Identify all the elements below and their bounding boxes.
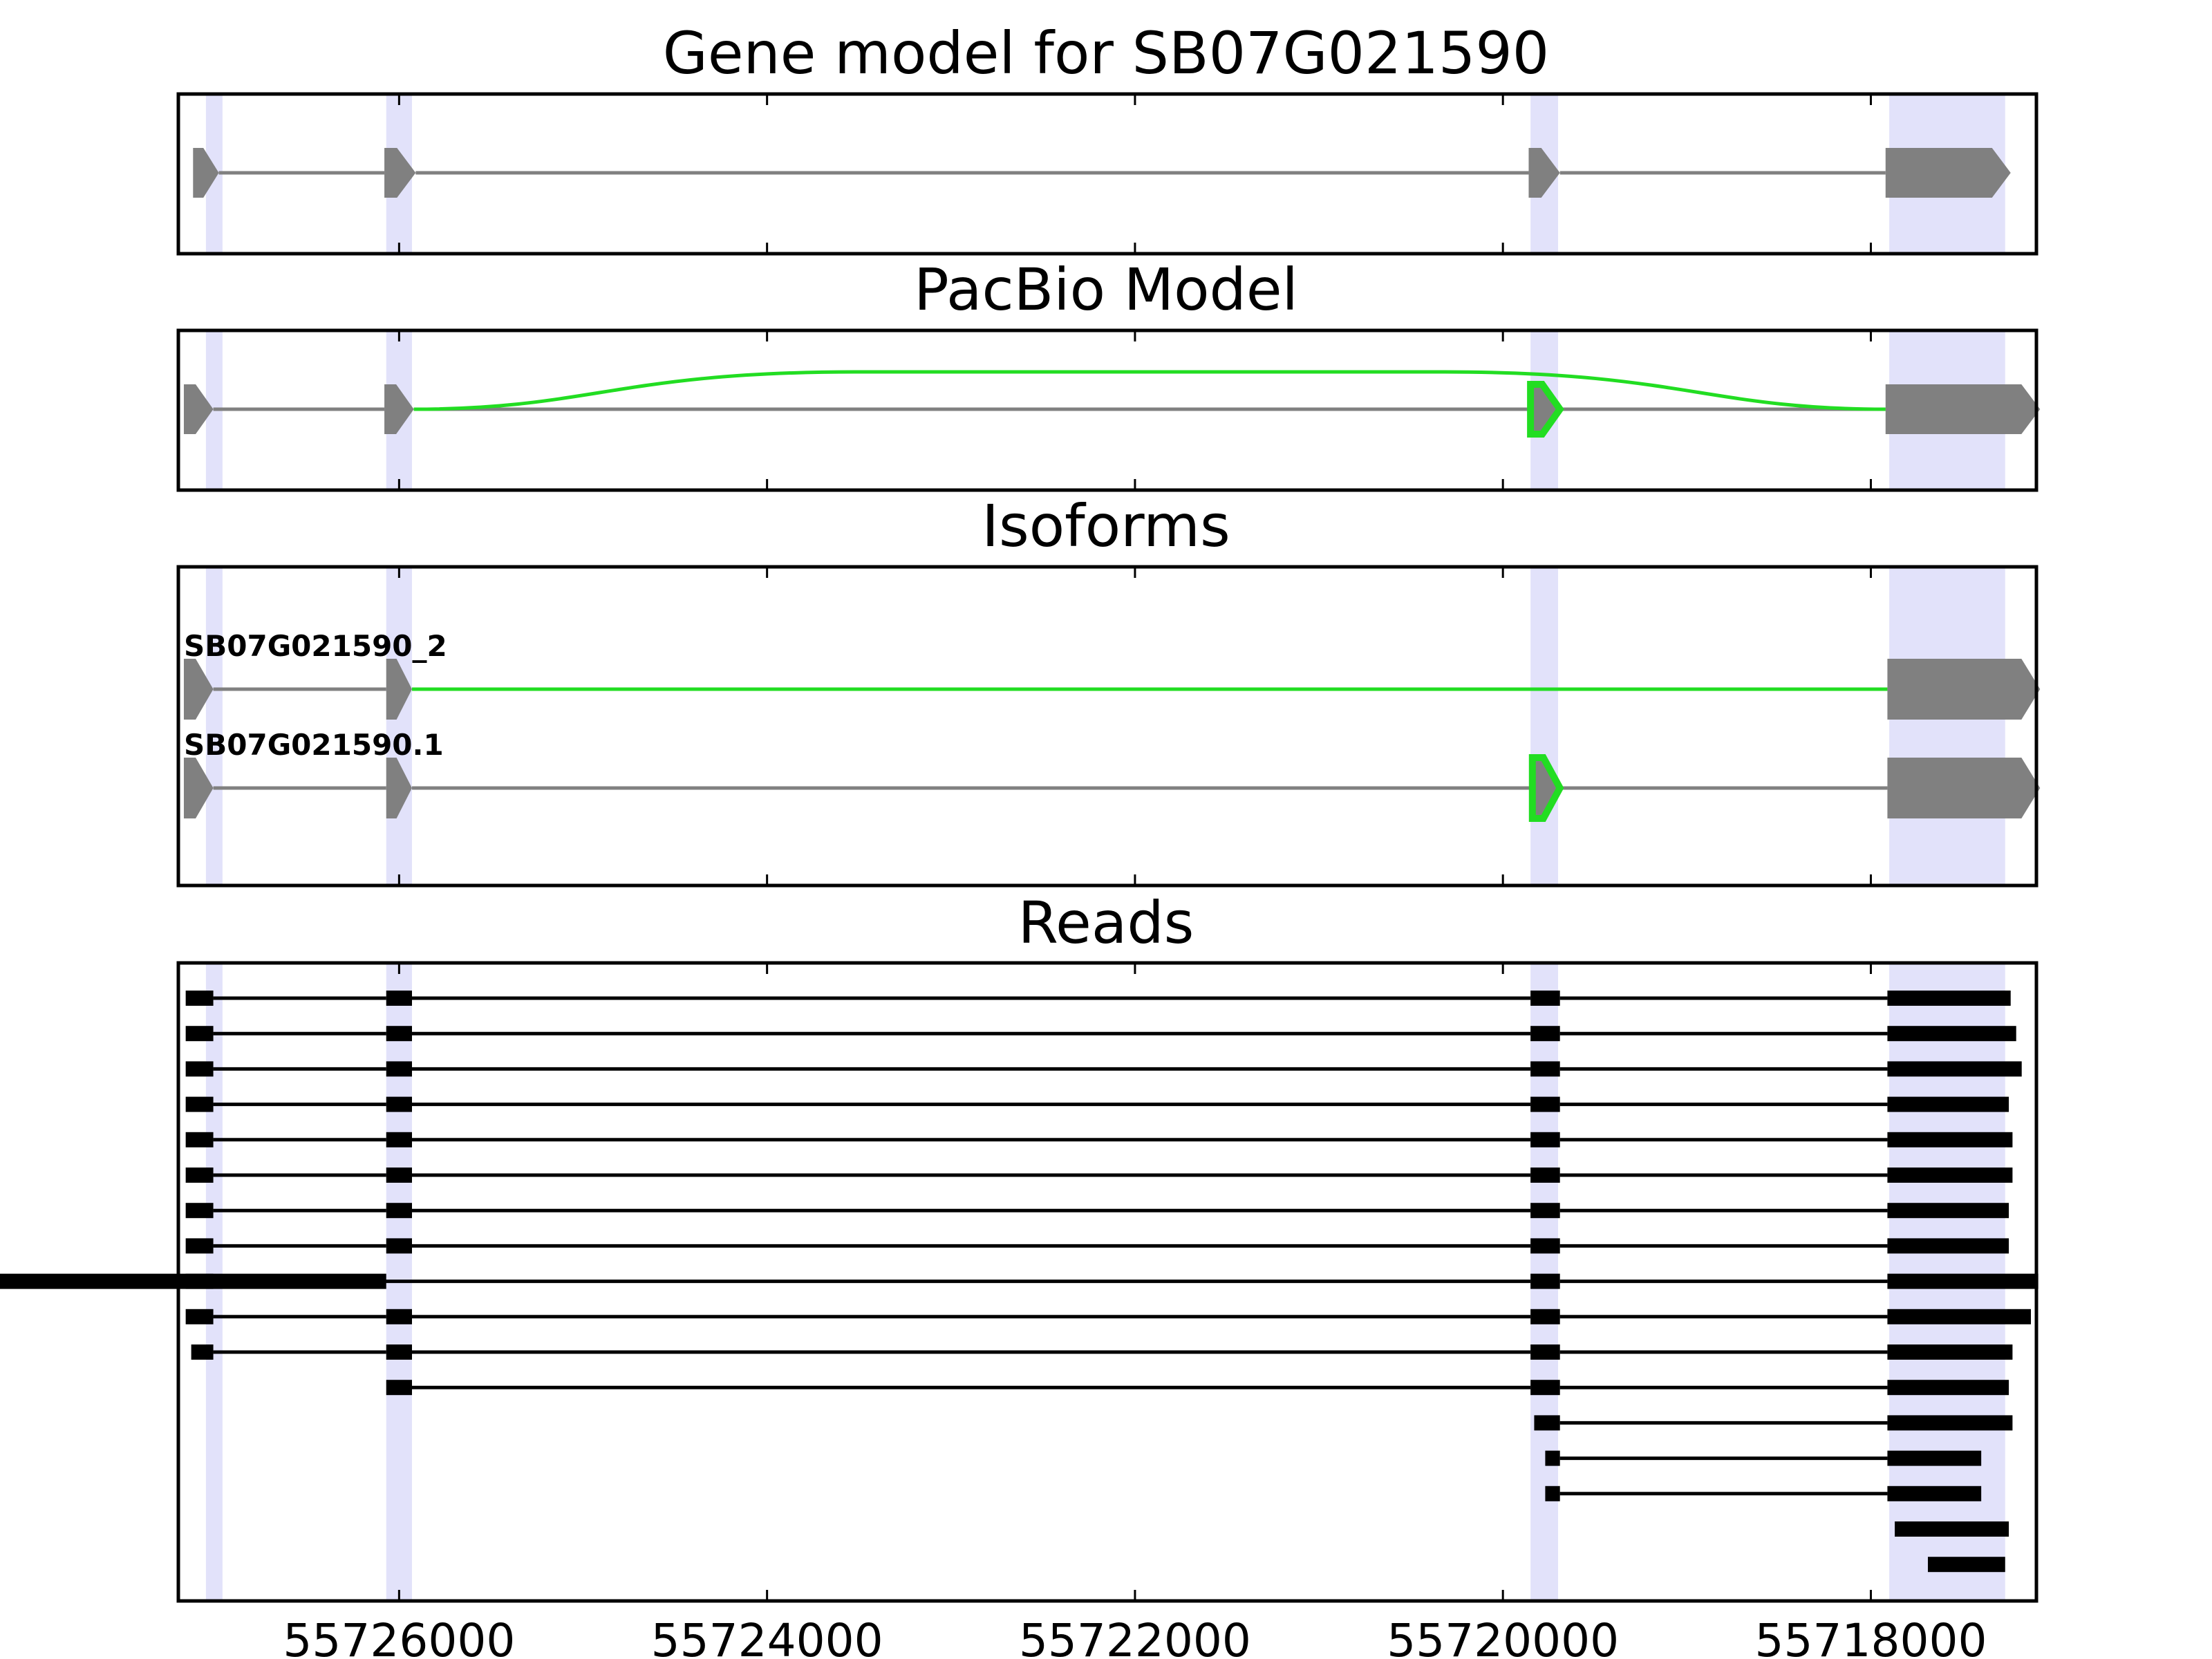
novel-junction-arc (413, 370, 1886, 411)
isoforms-panel-title: Isoforms (982, 492, 1230, 560)
exon-mark (386, 758, 412, 818)
read-block (185, 1026, 214, 1042)
read-block (386, 1309, 412, 1324)
exon-highlight-band (205, 567, 223, 885)
read-block (185, 1238, 214, 1254)
read-block (1545, 1485, 1560, 1501)
read-block (1887, 1238, 2009, 1254)
panel-frame (176, 328, 2038, 492)
exon-mark (384, 384, 414, 434)
read-block (386, 991, 412, 1006)
read-block (1530, 1273, 1560, 1289)
labels-layer: SB07G021590_2 SB07G021590.1 55726000 557240… (184, 629, 1987, 1659)
panel-frame (176, 565, 2038, 888)
read-block (1887, 1096, 2009, 1112)
read-block (1530, 991, 1560, 1006)
read-block (1887, 1168, 2013, 1183)
read-block (1887, 1203, 2009, 1219)
exon-mark (1887, 659, 2041, 720)
exon-mark (1885, 148, 2011, 198)
read-block (386, 1168, 412, 1183)
read-block (1530, 1238, 1560, 1254)
read-block (1887, 991, 2011, 1006)
read-block (1530, 1096, 1560, 1112)
read-block (386, 1380, 412, 1396)
read-block (1887, 1026, 2016, 1042)
read-block (386, 1344, 412, 1360)
exon-mark (183, 758, 214, 818)
read-block (1887, 1415, 2013, 1431)
read-block (185, 991, 214, 1006)
read-block (1887, 1450, 1982, 1466)
read-block (191, 1344, 214, 1360)
exon-mark (193, 148, 219, 198)
read-block (1530, 1168, 1560, 1183)
read-block (1530, 1380, 1560, 1396)
exon-highlight-band (1530, 567, 1559, 885)
read-block (1545, 1450, 1560, 1466)
read-block (386, 1026, 412, 1042)
read-block (386, 1061, 412, 1077)
read-block (1530, 1132, 1560, 1147)
x-tick-label: 55722000 (1019, 1614, 1251, 1659)
reads-panel-title: Reads (1018, 889, 1194, 957)
feature-marks-layer (0, 148, 2041, 1573)
x-tick-label: 55726000 (283, 1614, 515, 1659)
novel-exon-mark (1528, 754, 1564, 822)
read-block (1887, 1309, 2032, 1324)
read-block (185, 1309, 214, 1324)
exon-mark (386, 659, 412, 720)
exon-highlight-band (386, 567, 412, 885)
isoform-label: SB07G021590_2 (184, 629, 447, 663)
novel-exon-mark (1527, 381, 1564, 438)
read-block (185, 1168, 214, 1183)
x-tick-label: 55718000 (1755, 1614, 1987, 1659)
read-block (0, 1273, 386, 1289)
read-block (386, 1096, 412, 1112)
read-block (1530, 1026, 1560, 1042)
exon-mark (1887, 758, 2041, 818)
read-block (1887, 1344, 2013, 1360)
exon-mark (1528, 148, 1560, 198)
gene-model-panel-title: Gene model for SB07G021590 (663, 19, 1549, 87)
read-block (1530, 1061, 1560, 1077)
read-block (386, 1132, 412, 1147)
exon-mark (183, 384, 214, 434)
panel-frames-layer (176, 92, 2038, 1603)
read-block (185, 1203, 214, 1219)
read-block (1530, 1309, 1560, 1324)
read-block (1887, 1380, 2009, 1396)
read-block (1887, 1132, 2013, 1147)
panel-frame (176, 961, 2038, 1603)
pacbio-model-panel-title: PacBio Model (914, 256, 1298, 324)
x-tick-label: 55724000 (651, 1614, 883, 1659)
read-block (1887, 1485, 1982, 1501)
exon-mark (1885, 384, 2041, 434)
read-block (185, 1061, 214, 1077)
exon-mark (384, 148, 416, 198)
read-block (386, 1203, 412, 1219)
read-block (1534, 1415, 1560, 1431)
panel-frame (176, 92, 2038, 256)
read-block (1887, 1273, 2038, 1289)
read-block (185, 1096, 214, 1112)
read-block (1887, 1061, 2022, 1077)
exon-highlight-band (1889, 567, 2005, 885)
read-block (1927, 1557, 2005, 1573)
x-tick-label: 55720000 (1387, 1614, 1619, 1659)
read-block (386, 1238, 412, 1254)
read-block (185, 1132, 214, 1147)
read-block (1530, 1344, 1560, 1360)
exon-mark (183, 659, 214, 720)
isoform-label: SB07G021590.1 (184, 728, 444, 762)
read-block (1530, 1203, 1560, 1219)
read-block (1895, 1521, 2009, 1537)
